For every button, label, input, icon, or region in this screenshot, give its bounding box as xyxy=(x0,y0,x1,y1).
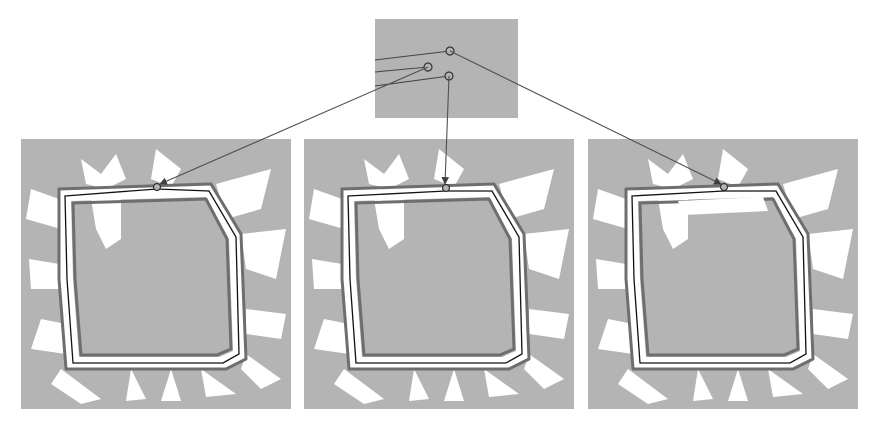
map-panel-right xyxy=(588,139,858,409)
map-right-extra-corridor xyxy=(678,197,768,215)
connector-arrow-left xyxy=(159,66,429,185)
inset-background xyxy=(375,19,518,118)
inset-branch-1 xyxy=(374,50,451,61)
connector-arrow-middle xyxy=(441,75,450,185)
map-middle-node xyxy=(441,183,451,193)
map-left-node xyxy=(152,182,162,192)
map-right-trajectory xyxy=(631,190,807,364)
connector-arrow-right xyxy=(449,50,722,185)
map-panel-middle xyxy=(304,139,574,409)
map-panel-left xyxy=(21,139,291,409)
map-right-node xyxy=(719,182,729,192)
inset-panel xyxy=(374,19,518,118)
map-middle-trajectory xyxy=(347,190,523,364)
inset-branch-2 xyxy=(374,66,429,73)
map-left-trajectory xyxy=(64,188,240,364)
